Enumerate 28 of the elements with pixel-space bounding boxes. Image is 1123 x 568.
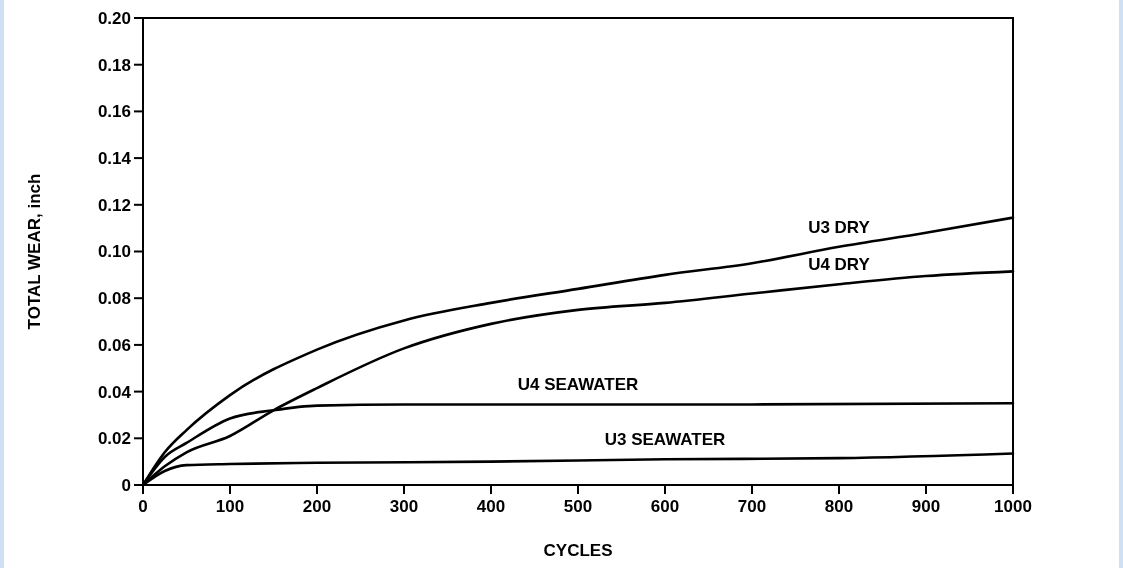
y-tick-label: 0.02: [97, 429, 131, 449]
x-tick-label: 600: [650, 497, 680, 516]
x-axis-title: CYCLES: [543, 541, 613, 560]
y-tick-label: 0.20: [97, 8, 131, 28]
x-tick-label: 0: [138, 497, 148, 516]
y-tick-label: 0.10: [97, 242, 131, 262]
series-label: U4 SEAWATER: [517, 375, 639, 395]
x-tick-label: 900: [911, 497, 941, 516]
y-tick-label: 0.08: [97, 289, 131, 309]
x-tick-label: 1000: [994, 497, 1032, 516]
y-tick-label: 0.18: [97, 55, 131, 75]
y-tick-label: 0.16: [97, 102, 131, 122]
series-label: U3 SEAWATER: [604, 430, 726, 450]
x-tick-label: 500: [563, 497, 593, 516]
y-axis-title: TOTAL WEAR, inch: [25, 173, 44, 330]
series-label: U3 DRY: [808, 217, 871, 237]
y-tick-label: 0.14: [97, 149, 132, 169]
x-tick-label: 100: [215, 497, 245, 516]
y-tick-label: 0.06: [97, 335, 131, 355]
y-tick-label: 0.12: [97, 195, 131, 215]
y-tick-label: 0: [121, 475, 131, 495]
series-label: U4 DRY: [808, 255, 871, 275]
x-tick-label: 400: [476, 497, 506, 516]
x-tick-label: 800: [824, 497, 854, 516]
x-tick-label: 700: [737, 497, 767, 516]
x-tick-label: 300: [389, 497, 419, 516]
x-tick-label: 200: [302, 497, 332, 516]
y-tick-label: 0.04: [97, 382, 132, 402]
